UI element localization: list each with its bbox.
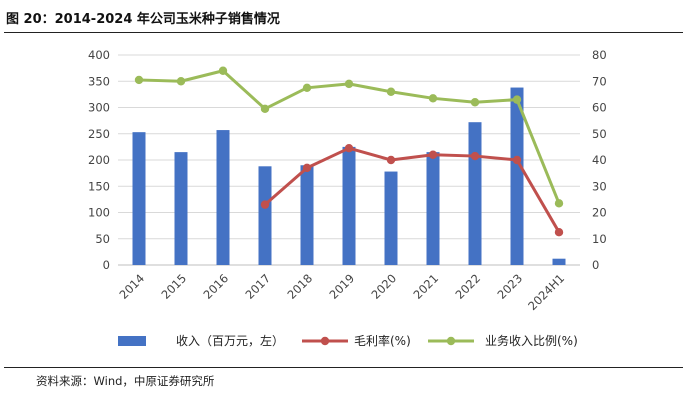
right-tick-label: 80	[592, 48, 607, 62]
series-point	[470, 151, 480, 161]
legend: 收入（百万元，左） 毛利率(%) 业务收入比例(%)	[118, 333, 578, 348]
x-tick-label: 2014	[117, 271, 148, 302]
legend-marker	[320, 336, 330, 346]
revenue-bar	[258, 166, 272, 265]
series-point	[554, 199, 564, 208]
series-point	[344, 79, 354, 89]
x-tick-label: 2020	[369, 271, 400, 302]
legend-label: 收入（百万元，左）	[176, 333, 284, 348]
left-tick-label: 0	[103, 258, 110, 272]
x-tick-label: 2023	[495, 271, 526, 302]
right-axis-ticks: 0 10 20 30 40 50 60 70 80	[592, 48, 607, 272]
left-tick-label: 150	[88, 179, 110, 193]
series-point	[512, 95, 522, 104]
title-divider	[4, 32, 683, 33]
revenue-bar	[174, 152, 188, 265]
series-point	[260, 104, 270, 114]
percentage-lines	[134, 66, 564, 237]
left-tick-label: 200	[88, 153, 110, 167]
revenue-bar	[384, 171, 398, 265]
left-tick-label: 350	[88, 74, 110, 88]
revenue-bar	[510, 87, 524, 265]
series-point	[260, 200, 270, 209]
revenue-bar	[468, 122, 482, 265]
x-tick-label: 2024H1	[525, 271, 567, 313]
left-tick-label: 250	[88, 127, 110, 141]
series-point	[554, 227, 564, 237]
x-tick-label: 2018	[285, 271, 316, 302]
right-tick-label: 20	[592, 206, 607, 220]
series-point	[428, 94, 438, 103]
series-point	[428, 150, 438, 159]
revenue-bar	[132, 132, 146, 265]
legend-label: 毛利率(%)	[354, 333, 411, 348]
x-tick-label: 2016	[201, 271, 232, 302]
series-point	[302, 83, 312, 93]
series-point	[386, 87, 396, 96]
x-tick-label: 2015	[159, 271, 190, 302]
x-tick-label: 2021	[411, 271, 442, 302]
revenue-bar	[426, 152, 440, 265]
legend-marker	[446, 336, 456, 346]
x-tick-label: 2019	[327, 271, 358, 302]
series-point	[176, 77, 186, 86]
legend-bar-swatch	[118, 336, 146, 346]
series-point	[512, 155, 522, 165]
left-tick-label: 300	[88, 101, 110, 115]
right-tick-label: 60	[592, 101, 607, 115]
left-tick-label: 400	[88, 48, 110, 62]
left-tick-label: 50	[95, 232, 110, 246]
legend-label: 业务收入比例(%)	[485, 333, 578, 348]
right-tick-label: 30	[592, 179, 607, 193]
revenue-bar	[552, 258, 566, 265]
series-point	[134, 75, 144, 85]
x-axis-ticks: 2014 2015 2016 2017 2018 2019 2020 2021 2022 2023…	[117, 271, 568, 313]
series-point	[344, 143, 354, 153]
series-point	[302, 163, 312, 173]
left-axis-ticks: 0 50 100 150 200 250 300 350 400	[88, 48, 110, 272]
revenue-bar	[300, 165, 314, 265]
figure-title: 图 20：2014-2024 年公司玉米种子销售情况	[6, 12, 280, 27]
left-tick-label: 100	[88, 206, 110, 220]
source-divider	[4, 367, 683, 368]
revenue-bar	[216, 130, 230, 265]
source-note: 资料来源：Wind，中原证券研究所	[36, 374, 215, 388]
x-tick-label: 2022	[453, 271, 484, 302]
series-point	[386, 155, 396, 165]
series-point	[470, 98, 480, 107]
revenue-bar	[342, 146, 356, 265]
right-tick-label: 70	[592, 74, 607, 88]
right-tick-label: 40	[592, 153, 607, 167]
right-tick-label: 10	[592, 232, 607, 246]
x-tick-label: 2017	[243, 271, 274, 302]
right-tick-label: 0	[592, 258, 599, 272]
right-tick-label: 50	[592, 127, 607, 141]
series-line	[264, 146, 561, 233]
series-point	[218, 66, 228, 75]
